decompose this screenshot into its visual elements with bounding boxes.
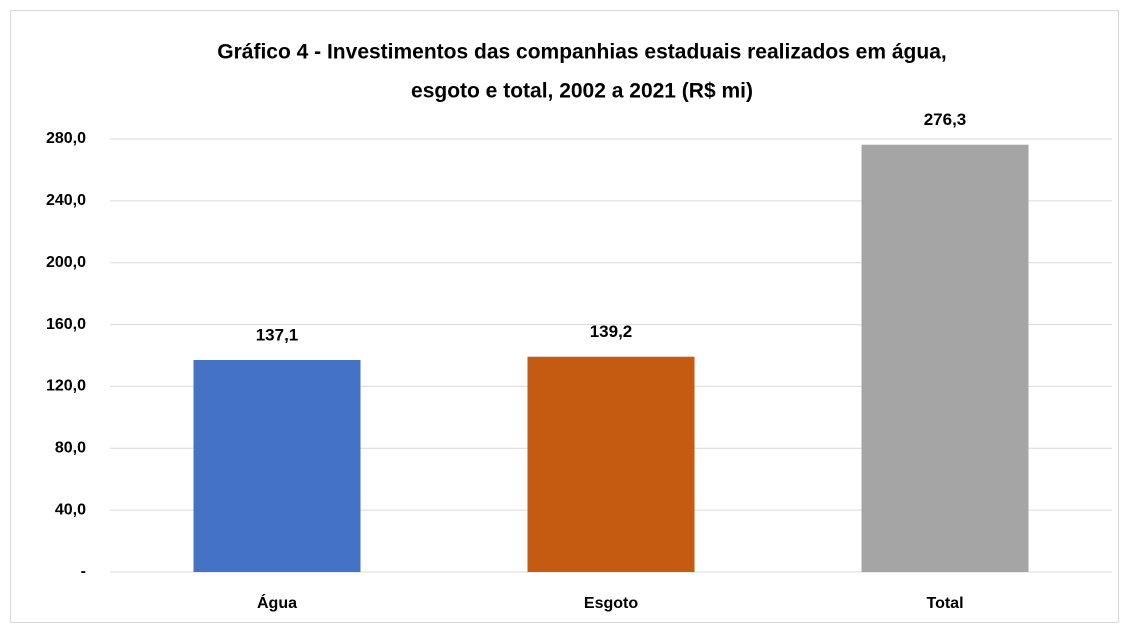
y-tick-label: - [81, 563, 86, 580]
chart-title: esgoto e total, 2002 a 2021 (R$ mi) [411, 80, 753, 103]
y-tick-label: 160,0 [46, 316, 86, 333]
bar [193, 359, 361, 572]
bar [527, 356, 695, 572]
data-label: 276,3 [924, 110, 967, 129]
y-tick-label: 240,0 [46, 192, 86, 209]
data-label: 137,1 [256, 325, 299, 344]
y-tick-label: 200,0 [46, 254, 86, 271]
y-tick-label: 280,0 [46, 130, 86, 147]
y-tick-label: 40,0 [55, 501, 86, 518]
x-tick-label: Total [926, 595, 963, 612]
data-label: 139,2 [590, 322, 633, 341]
x-tick-label: Água [257, 593, 297, 612]
y-tick-label: 80,0 [55, 440, 86, 457]
chart-title: Gráfico 4 - Investimentos das companhias… [217, 41, 946, 64]
x-tick-label: Esgoto [584, 595, 638, 612]
bar [861, 144, 1029, 572]
y-tick-label: 120,0 [46, 378, 86, 395]
